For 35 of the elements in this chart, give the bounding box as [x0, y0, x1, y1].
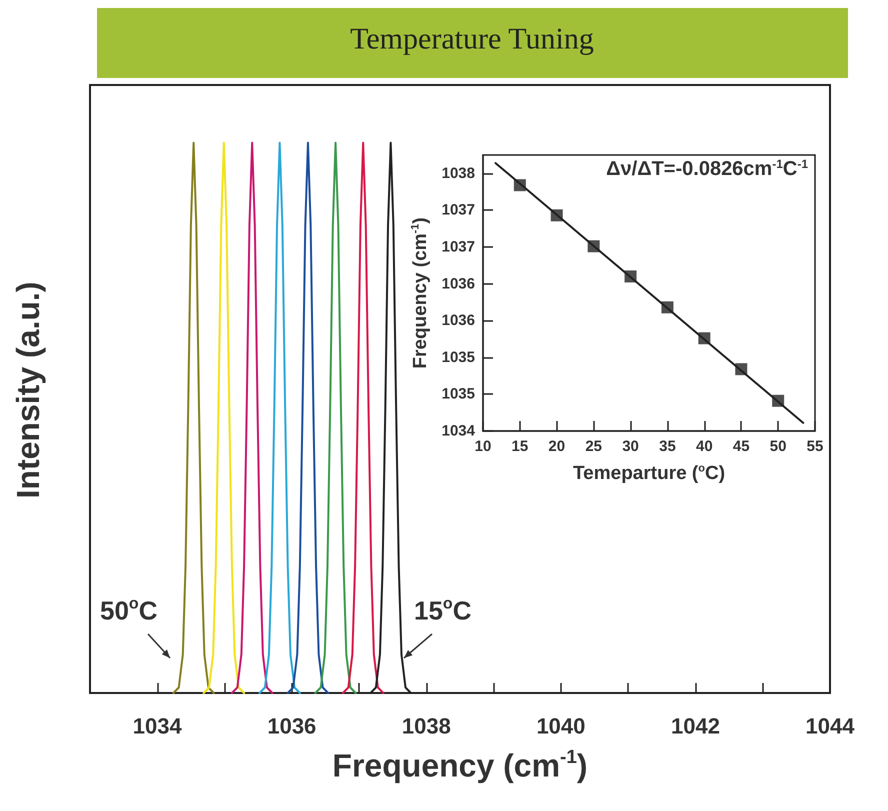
- x-tick-label: 1036: [267, 714, 316, 738]
- x-tick-label: 1038: [402, 714, 451, 738]
- x-tick-label: 35: [659, 438, 676, 455]
- y-tick-label: 1035: [442, 348, 475, 366]
- point: [514, 179, 526, 192]
- point: [772, 394, 784, 407]
- y-tick-label: 1034: [442, 422, 476, 440]
- x-tick-label: 25: [585, 438, 602, 455]
- x-tick-label: 10: [474, 438, 492, 455]
- point: [661, 301, 674, 314]
- y-tick-label: 1036: [442, 275, 475, 292]
- x-tick-label: 40: [696, 438, 713, 455]
- point: [624, 270, 637, 282]
- x-tick-label: 1040: [536, 714, 586, 738]
- x-tick-label: 50: [770, 438, 786, 455]
- point: [698, 332, 710, 344]
- x-tick-label: 1044: [806, 714, 856, 738]
- x-tick-label: 45: [732, 438, 750, 455]
- x-tick-label: 30: [622, 438, 639, 455]
- point: [550, 209, 563, 222]
- x-tick-label: 20: [548, 438, 566, 455]
- x-tick-label: 55: [806, 438, 824, 455]
- y-tick-label: 1038: [442, 164, 475, 182]
- chart-title: Temperature Tuning: [350, 22, 594, 56]
- x-tick-label: 1042: [670, 714, 720, 738]
- y-tick-label: 1035: [442, 386, 475, 403]
- y-axis-title: Frequency (cm-1): [410, 217, 431, 369]
- x-tick-label: 1034: [132, 714, 182, 738]
- y-tick-label: 1037: [442, 238, 475, 256]
- point: [735, 363, 748, 376]
- x-tick-label: 15: [512, 438, 528, 455]
- y-tick-label: 1036: [442, 312, 475, 330]
- y-tick-label: 1037: [442, 202, 475, 219]
- point: [588, 240, 600, 252]
- y-axis-title: Intensity (a.u.): [10, 282, 46, 498]
